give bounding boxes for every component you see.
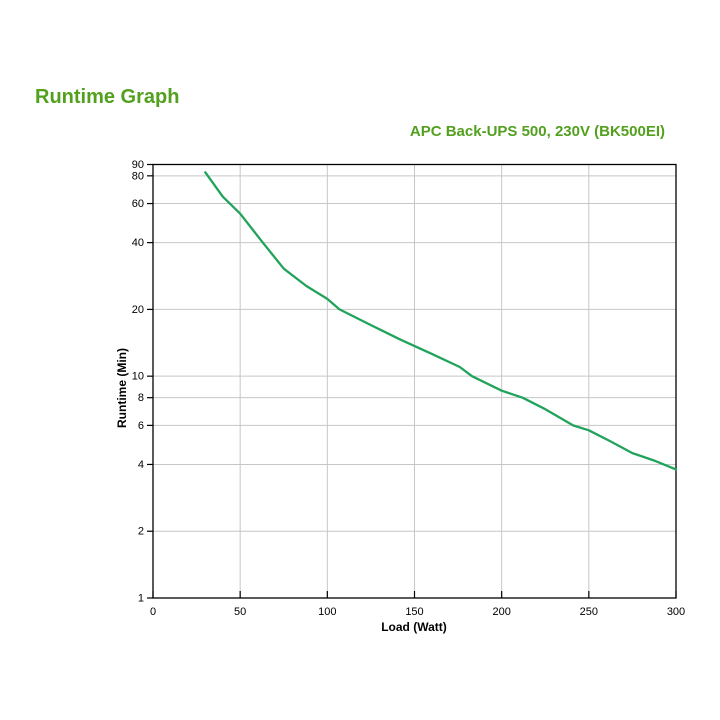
y-tick-label: 8 bbox=[138, 392, 144, 404]
y-tick-label: 10 bbox=[132, 371, 144, 383]
x-tick-label: 100 bbox=[318, 606, 336, 618]
y-tick-label: 90 bbox=[132, 159, 144, 171]
x-tick-label: 250 bbox=[580, 606, 598, 618]
x-tick-label: 300 bbox=[667, 606, 685, 618]
y-tick-label: 2 bbox=[138, 526, 144, 538]
page-title: Runtime Graph bbox=[35, 86, 180, 108]
x-tick-label: 0 bbox=[150, 606, 156, 618]
y-axis-title: Runtime (Min) bbox=[115, 348, 129, 428]
x-tick-label: 50 bbox=[234, 606, 246, 618]
y-tick-label: 6 bbox=[138, 420, 144, 432]
y-tick-label: 1 bbox=[138, 593, 144, 605]
y-tick-label: 60 bbox=[132, 198, 144, 210]
y-tick-label: 20 bbox=[132, 304, 144, 316]
runtime-curve bbox=[204, 171, 678, 471]
x-axis-title: Load (Watt) bbox=[381, 620, 447, 634]
y-tick-label: 40 bbox=[132, 237, 144, 249]
y-tick-label: 80 bbox=[132, 170, 144, 182]
y-tick-label: 4 bbox=[138, 459, 144, 471]
x-tick-label: 150 bbox=[405, 606, 423, 618]
chart-title: APC Back-UPS 500, 230V (BK500EI) bbox=[409, 123, 665, 140]
x-tick-label: 200 bbox=[492, 606, 510, 618]
